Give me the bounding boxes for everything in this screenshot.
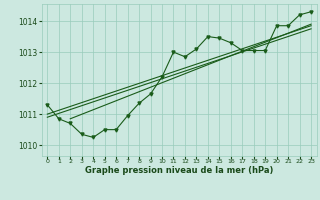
X-axis label: Graphe pression niveau de la mer (hPa): Graphe pression niveau de la mer (hPa) bbox=[85, 166, 273, 175]
